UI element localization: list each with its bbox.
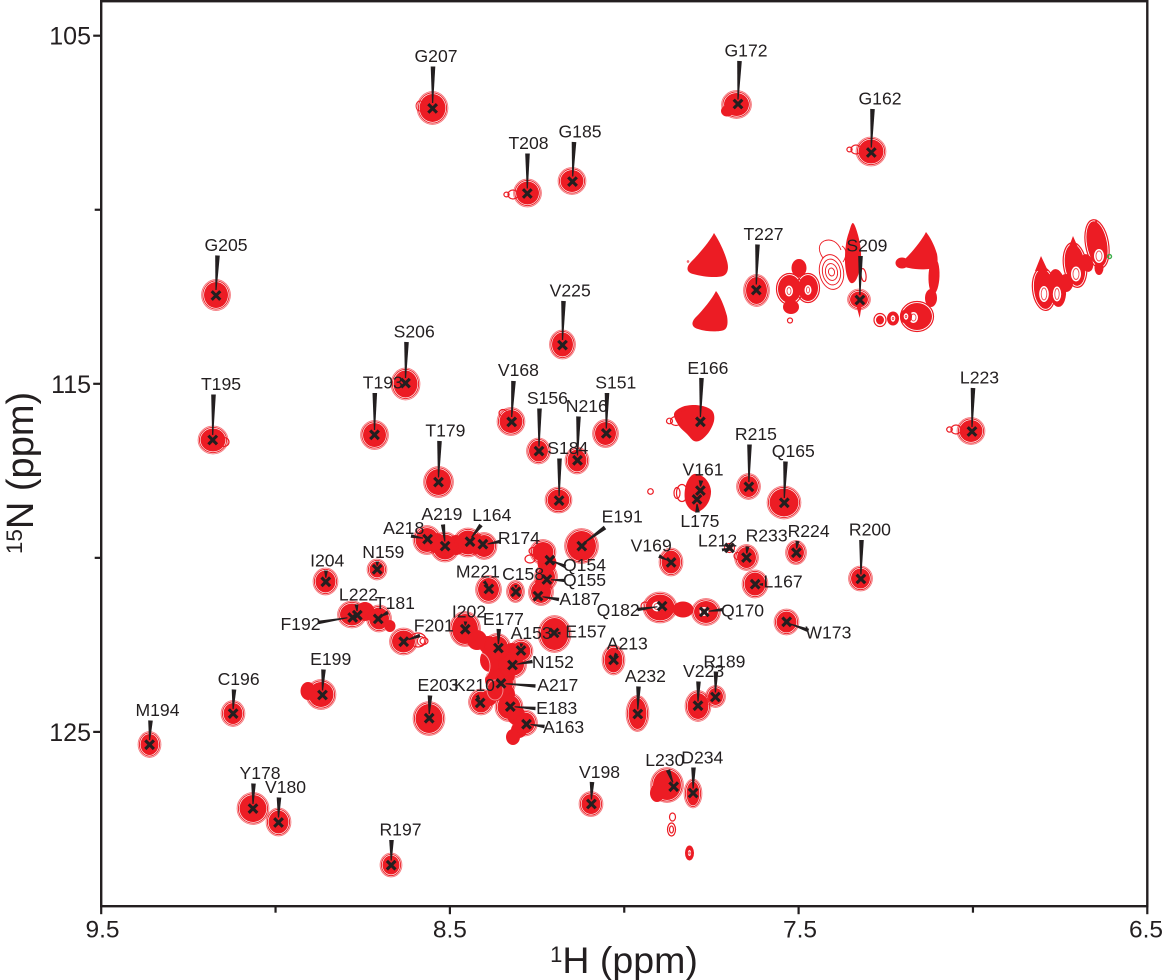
svg-text:L223: L223 — [960, 368, 999, 388]
svg-text:N216: N216 — [566, 396, 608, 416]
svg-text:R233: R233 — [746, 526, 788, 546]
svg-text:A217: A217 — [537, 675, 578, 695]
svg-text:V169: V169 — [631, 535, 672, 555]
svg-text:D234: D234 — [681, 748, 723, 768]
svg-text:A187: A187 — [559, 589, 600, 609]
svg-text:G172: G172 — [724, 41, 767, 61]
svg-text:S206: S206 — [394, 321, 435, 341]
svg-text:T181: T181 — [375, 593, 415, 613]
svg-text:125: 125 — [49, 719, 91, 747]
svg-text:15N (ppm): 15N (ppm) — [0, 392, 42, 554]
svg-text:S209: S209 — [846, 236, 887, 256]
svg-text:V198: V198 — [579, 762, 620, 782]
svg-text:N152: N152 — [532, 652, 574, 672]
svg-text:115: 115 — [51, 371, 91, 399]
svg-text:G162: G162 — [858, 89, 901, 109]
svg-text:M194: M194 — [135, 700, 179, 720]
svg-text:I202: I202 — [452, 601, 486, 621]
svg-text:V161: V161 — [682, 460, 723, 480]
svg-text:6.5: 6.5 — [1129, 917, 1163, 944]
svg-text:E157: E157 — [565, 622, 606, 642]
svg-text:V168: V168 — [498, 360, 539, 380]
svg-text:V180: V180 — [265, 777, 306, 797]
svg-text:I204: I204 — [310, 550, 344, 570]
svg-text:W173: W173 — [805, 623, 851, 643]
svg-text:7.5: 7.5 — [783, 917, 817, 944]
svg-text:S151: S151 — [595, 373, 636, 393]
svg-text:N159: N159 — [362, 542, 404, 562]
svg-text:L212: L212 — [698, 531, 737, 551]
svg-text:R174: R174 — [498, 528, 540, 548]
svg-text:R197: R197 — [379, 820, 421, 840]
svg-text:A218: A218 — [383, 518, 424, 538]
svg-text:L230: L230 — [645, 750, 684, 770]
svg-text:S156: S156 — [527, 388, 568, 408]
svg-text:Q155: Q155 — [563, 570, 606, 590]
svg-text:C158: C158 — [502, 564, 544, 584]
svg-text:G185: G185 — [558, 122, 601, 142]
svg-text:105: 105 — [49, 23, 91, 51]
svg-text:E191: E191 — [602, 506, 643, 526]
svg-text:L175: L175 — [680, 511, 719, 531]
svg-text:T193: T193 — [363, 373, 403, 393]
svg-text:G205: G205 — [204, 235, 247, 255]
svg-text:9.5: 9.5 — [85, 917, 119, 944]
svg-text:M221: M221 — [456, 561, 500, 581]
svg-text:V223: V223 — [683, 661, 724, 681]
svg-text:1H (ppm): 1H (ppm) — [550, 939, 698, 980]
svg-text:L164: L164 — [472, 505, 511, 525]
svg-text:8.5: 8.5 — [433, 917, 467, 944]
svg-text:S184: S184 — [547, 438, 588, 458]
svg-text:A153: A153 — [511, 623, 552, 643]
svg-text:A163: A163 — [543, 717, 584, 737]
svg-text:R215: R215 — [735, 424, 777, 444]
svg-text:Q165: Q165 — [772, 441, 815, 461]
svg-text:Q154: Q154 — [563, 555, 606, 575]
svg-text:A219: A219 — [421, 504, 462, 524]
svg-text:K210: K210 — [454, 675, 495, 695]
svg-text:R189: R189 — [703, 652, 745, 672]
svg-text:E199: E199 — [310, 649, 351, 669]
svg-text:E203: E203 — [417, 675, 458, 695]
svg-text:E166: E166 — [687, 358, 728, 378]
svg-text:E177: E177 — [483, 609, 524, 629]
svg-text:R200: R200 — [849, 519, 891, 539]
svg-text:V225: V225 — [550, 281, 591, 301]
svg-text:T227: T227 — [743, 224, 783, 244]
svg-text:T179: T179 — [425, 420, 465, 440]
svg-text:Q170: Q170 — [721, 600, 764, 620]
svg-text:F192: F192 — [280, 614, 320, 634]
svg-text:A213: A213 — [607, 634, 648, 654]
svg-text:G207: G207 — [414, 46, 457, 66]
svg-text:Q182: Q182 — [597, 600, 640, 620]
svg-text:C196: C196 — [218, 669, 260, 689]
svg-text:L167: L167 — [764, 571, 803, 591]
svg-text:R224: R224 — [788, 521, 830, 541]
svg-text:E183: E183 — [536, 698, 577, 718]
svg-text:T195: T195 — [201, 374, 241, 394]
svg-text:A232: A232 — [625, 666, 666, 686]
svg-text:F201: F201 — [414, 616, 454, 636]
svg-text:Y178: Y178 — [239, 763, 280, 783]
svg-text:L222: L222 — [339, 585, 378, 605]
svg-text:T208: T208 — [508, 133, 548, 153]
